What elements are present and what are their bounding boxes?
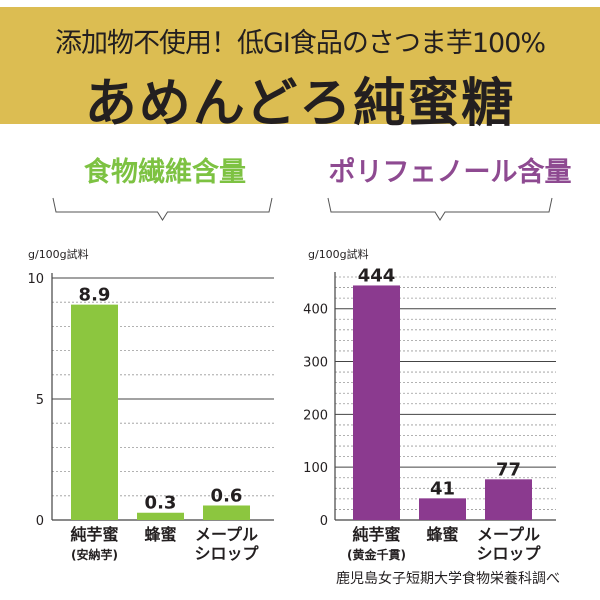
x-category-label: メープル bbox=[477, 525, 540, 544]
x-category-label: メープル bbox=[195, 525, 258, 544]
y-tick-label: 300 bbox=[303, 356, 328, 371]
y-tick-label: 10 bbox=[27, 272, 44, 287]
x-category-label: 純芋蜜 bbox=[352, 525, 400, 544]
x-category-label: 純芋蜜 bbox=[70, 525, 118, 544]
y-axis-unit: g/100g試料 bbox=[308, 247, 369, 261]
y-axis-unit: g/100g試料 bbox=[28, 247, 89, 261]
y-tick-label: 5 bbox=[36, 393, 44, 408]
y-tick-label: 100 bbox=[303, 461, 328, 476]
source-note: 鹿児島女子短期大学食物栄養科調べ bbox=[336, 571, 560, 587]
header-subtitle: 添加物不使用！低GI食品のさつま芋100% bbox=[54, 28, 546, 59]
chart-title-fiber: 食物繊維含量 bbox=[84, 157, 246, 188]
x-category-label: シロップ bbox=[476, 544, 541, 563]
bar bbox=[137, 512, 184, 520]
bar-value-label: 77 bbox=[496, 459, 521, 480]
y-tick-label: 400 bbox=[303, 303, 328, 318]
x-category-label: (安納芋) bbox=[71, 547, 118, 562]
x-category-label: 蜂蜜 bbox=[144, 525, 176, 544]
bar-value-label: 444 bbox=[358, 265, 396, 286]
x-category-label: シロップ bbox=[194, 544, 259, 563]
chart-title-polyphenol: ポリフェノール含量 bbox=[328, 157, 572, 188]
bar-value-label: 0.6 bbox=[211, 485, 243, 506]
bar-value-label: 0.3 bbox=[145, 493, 177, 514]
bar bbox=[485, 479, 532, 520]
x-category-label: (黄金千貫) bbox=[347, 547, 406, 562]
bar bbox=[71, 304, 118, 520]
header-banner: 添加物不使用！低GI食品のさつま芋100% あめんどろ純蜜糖 bbox=[0, 7, 600, 134]
bracket bbox=[52, 197, 273, 221]
y-tick-label: 200 bbox=[303, 408, 328, 423]
bracket bbox=[327, 197, 553, 221]
header-title: あめんどろ純蜜糖 bbox=[84, 74, 516, 134]
bar bbox=[353, 285, 400, 520]
x-category-label: 蜂蜜 bbox=[426, 525, 458, 544]
bar bbox=[419, 498, 466, 520]
bar-value-label: 8.9 bbox=[79, 285, 111, 306]
y-tick-label: 0 bbox=[320, 514, 328, 529]
y-tick-label: 0 bbox=[36, 514, 44, 529]
bar-value-label: 41 bbox=[430, 478, 455, 499]
bar bbox=[203, 505, 250, 520]
